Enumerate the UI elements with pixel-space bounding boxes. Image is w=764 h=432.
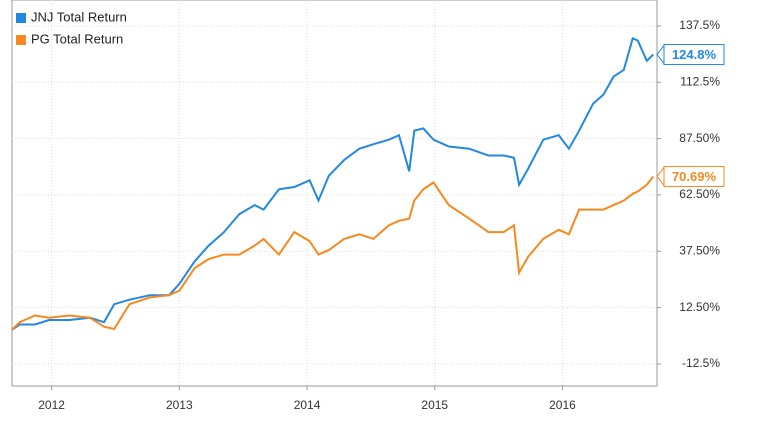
legend-label: JNJ Total Return xyxy=(31,9,127,24)
series-line xyxy=(11,175,654,331)
x-tick-label: 2012 xyxy=(38,398,65,412)
y-tick-label: 12.50% xyxy=(679,300,720,314)
y-tick-label: 112.5% xyxy=(680,74,720,88)
end-label-pointer xyxy=(656,44,665,65)
x-tick-label: 2013 xyxy=(166,398,193,412)
end-label: 124.8% xyxy=(672,47,717,62)
series-line xyxy=(11,36,654,331)
legend-swatch xyxy=(16,35,26,45)
end-label: 70.69% xyxy=(672,169,717,184)
y-tick-label: -12.5% xyxy=(682,356,720,370)
end-label-pointer xyxy=(656,166,665,187)
legend-label: PG Total Return xyxy=(31,31,123,46)
x-tick-label: 2014 xyxy=(294,398,321,412)
end-label-box xyxy=(663,44,725,66)
x-tick-label: 2016 xyxy=(549,398,576,412)
y-tick-label: 87.50% xyxy=(679,131,720,145)
x-tick-label: 2015 xyxy=(421,398,448,412)
y-tick-label: 137.5% xyxy=(679,18,720,32)
plot-frame xyxy=(11,0,658,387)
end-label-box xyxy=(663,165,725,187)
y-tick-label: 62.50% xyxy=(679,187,720,201)
legend-swatch xyxy=(16,13,26,23)
y-tick-label: 37.50% xyxy=(679,243,720,257)
